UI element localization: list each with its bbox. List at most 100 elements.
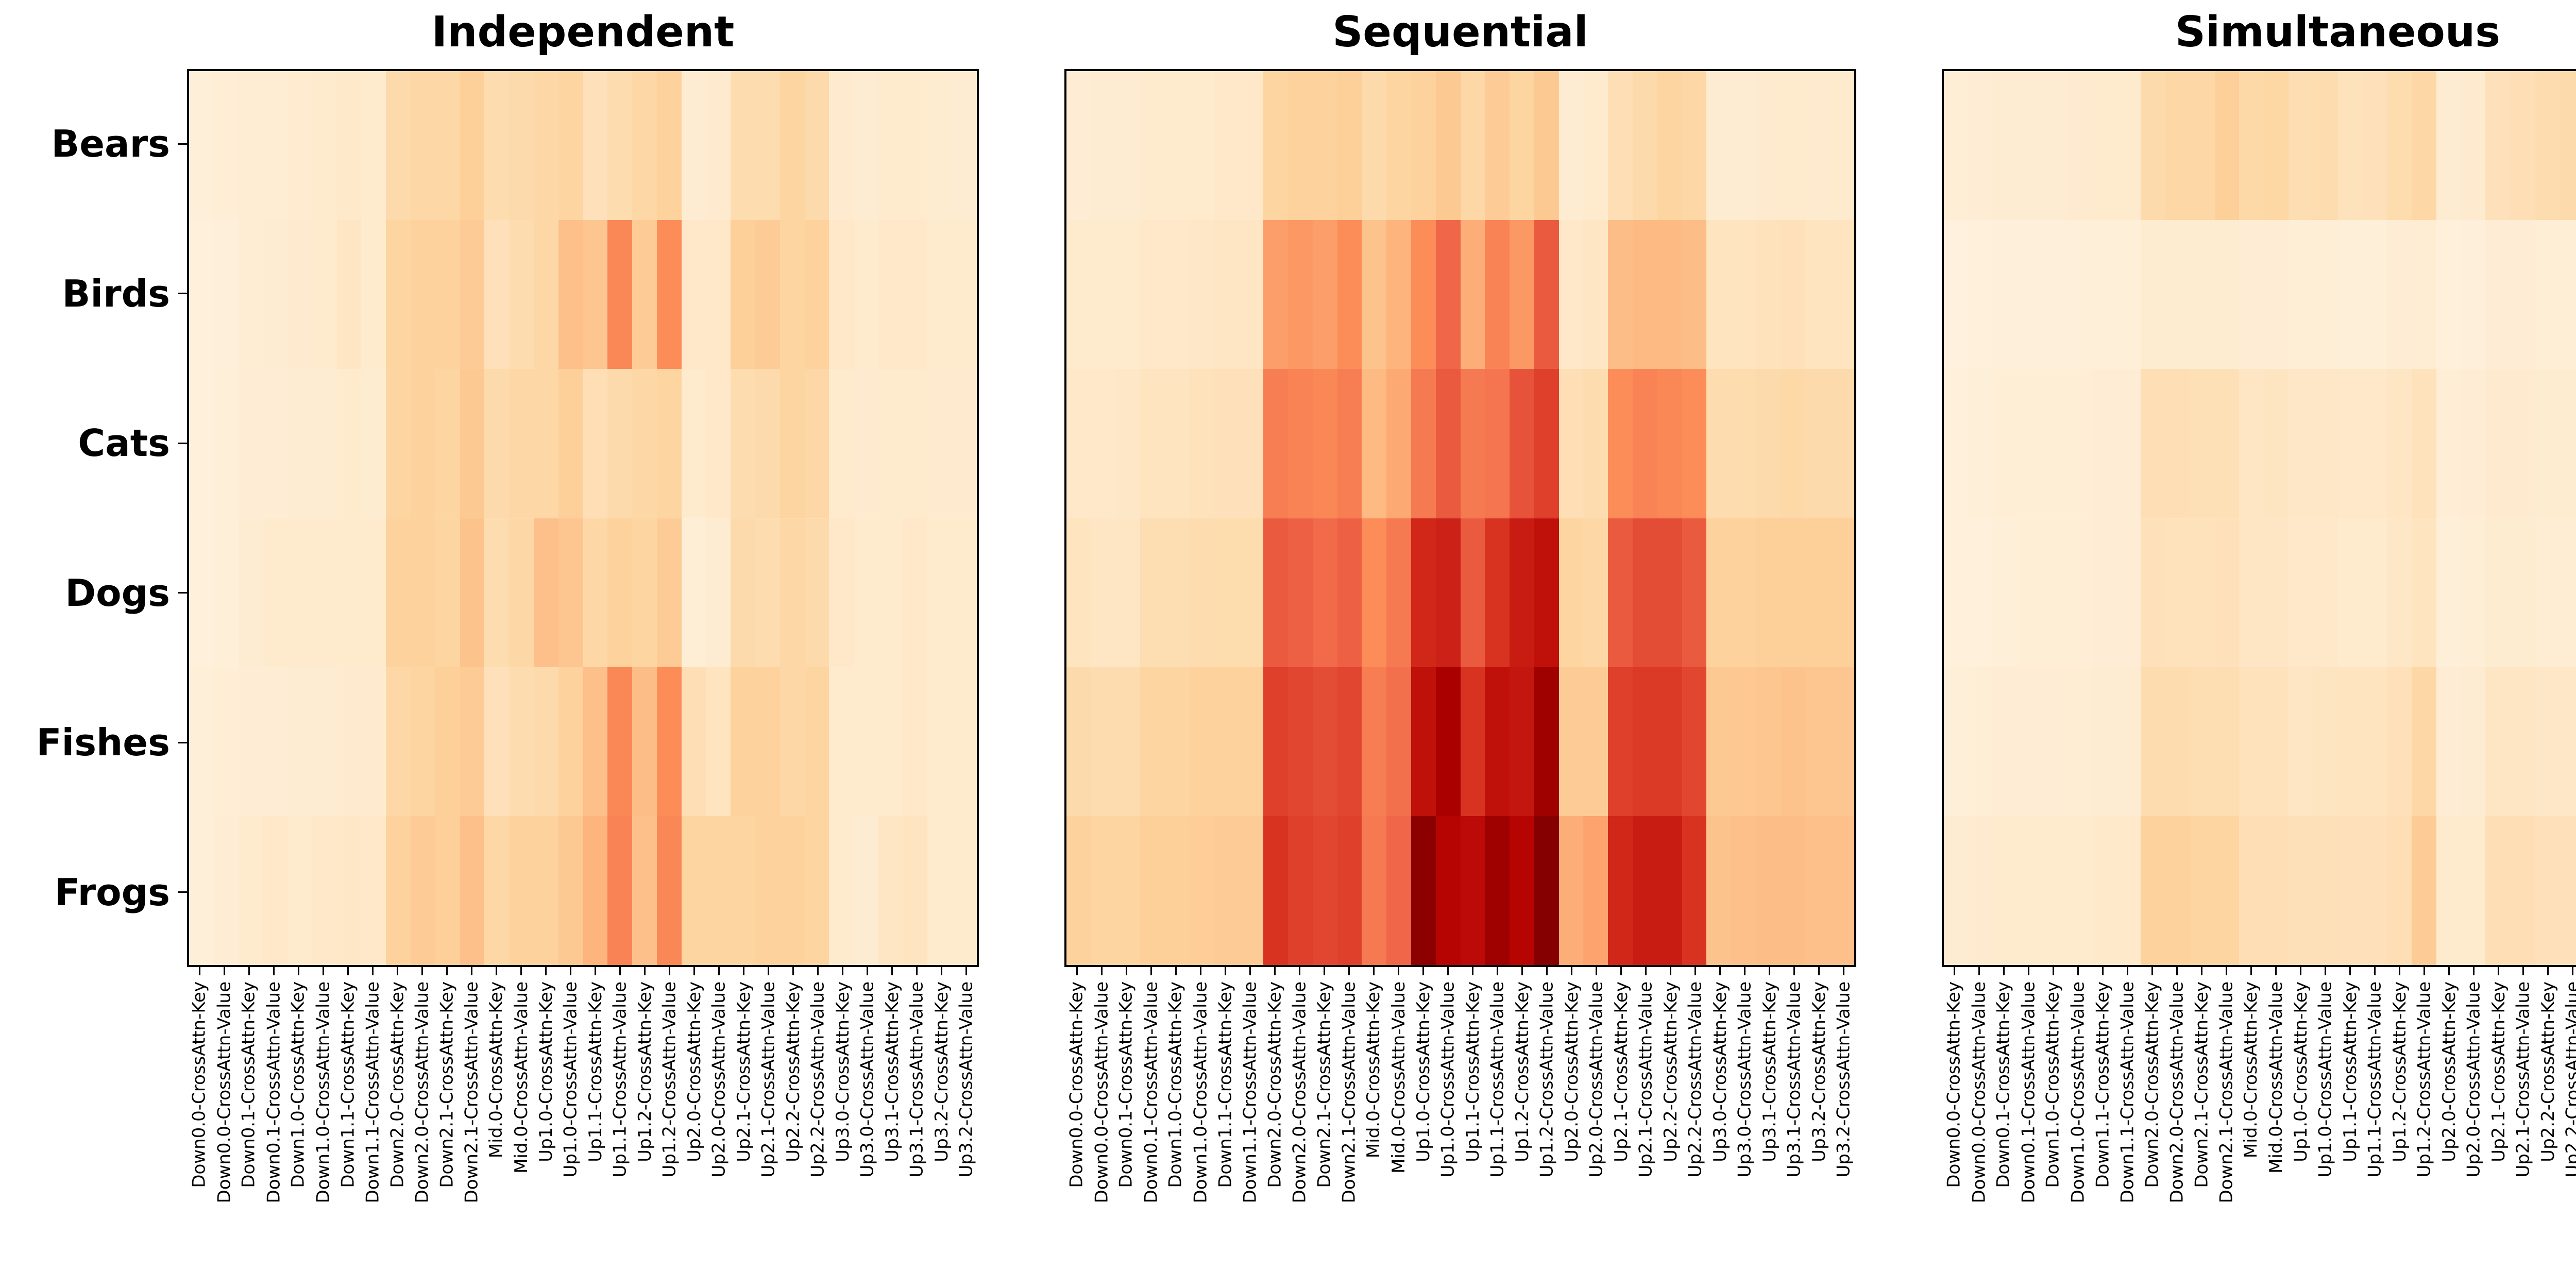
heatmap-cell	[1657, 667, 1682, 816]
heatmap-cell	[386, 667, 411, 816]
heatmap-cell	[2288, 667, 2313, 816]
heatmap-cell	[2018, 71, 2043, 221]
heatmap-cell	[2362, 667, 2387, 816]
heatmap-cell	[435, 816, 460, 965]
heatmap-cell	[2264, 816, 2289, 965]
x-tick-mark	[1125, 967, 1127, 975]
x-tick-label: Down2.1-CrossAttn-Value	[461, 981, 482, 1204]
heatmap-cell	[312, 518, 337, 667]
heatmap-cell	[1944, 369, 1969, 518]
x-tick-mark	[1596, 967, 1598, 975]
heatmap-cell	[854, 816, 878, 965]
heatmap-cell	[2116, 667, 2141, 816]
x-tick-label: Down2.0-CrossAttn-Key	[1264, 981, 1285, 1188]
heatmap-cell	[656, 220, 682, 369]
heatmap-cell	[755, 369, 780, 518]
heatmap-cell	[2116, 71, 2141, 221]
x-tick-mark	[916, 967, 918, 975]
y-tick-label-fishes: Fishes	[36, 721, 170, 765]
heatmap-cell	[213, 816, 239, 965]
x-tick-label: Down0.1-CrossAttn-Key	[1116, 981, 1137, 1188]
heatmap-cell	[927, 518, 953, 667]
heatmap-cell	[1755, 518, 1781, 667]
heatmap-cell	[1165, 369, 1190, 518]
x-tick-label: Up3.2-CrossAttn-Key	[1808, 981, 1829, 1162]
heatmap-cell	[2190, 71, 2215, 221]
heatmap-cell	[1337, 369, 1362, 518]
heatmap-cell	[1435, 71, 1461, 221]
x-tick-label: Up1.0-CrossAttn-Value	[560, 981, 581, 1178]
heatmap-cell	[2190, 667, 2215, 816]
x-tick-mark	[1274, 967, 1276, 975]
heatmap-cell	[1337, 816, 1362, 965]
heatmap-cell	[2485, 220, 2510, 369]
heatmap-cell	[484, 816, 510, 965]
x-tick-mark	[569, 967, 571, 975]
x-tick-mark	[1348, 967, 1350, 975]
heatmap-cell	[287, 816, 312, 965]
heatmap-cell	[2239, 667, 2264, 816]
x-tick-label: Up1.1-CrossAttn-Value	[1487, 981, 1508, 1178]
heatmap-cell	[1263, 71, 1289, 221]
x-tick-label: Up3.2-CrossAttn-Key	[931, 981, 952, 1162]
heatmap-cell	[2239, 71, 2264, 221]
x-tick-label: Down1.0-CrossAttn-Key	[288, 981, 309, 1188]
heatmap-cell	[361, 816, 386, 965]
heatmap-cell	[1968, 369, 1993, 518]
heatmap-cell	[2436, 71, 2461, 221]
heatmap-cell	[1682, 667, 1707, 816]
x-tick-label: Up2.0-CrossAttn-Key	[684, 981, 705, 1162]
heatmap-cell	[460, 369, 485, 518]
heatmap-cell	[1115, 71, 1141, 221]
heatmap-cell	[2141, 71, 2166, 221]
heatmap-cell	[1485, 369, 1510, 518]
heatmap-cell	[2559, 220, 2576, 369]
heatmap-cell	[2165, 667, 2190, 816]
x-tick-mark	[2349, 967, 2351, 975]
x-tick-label: Down2.0-CrossAttn-Key	[387, 981, 408, 1188]
heatmap-cell	[386, 369, 411, 518]
x-tick-label: Down1.0-CrossAttn-Key	[1165, 981, 1187, 1188]
heatmap-cell	[435, 667, 460, 816]
x-tick-label: Up3.0-CrossAttn-Value	[857, 981, 878, 1178]
heatmap-cell	[558, 71, 583, 221]
heatmap-cell	[1780, 518, 1805, 667]
heatmap-cell	[878, 71, 903, 221]
heatmap-cell	[460, 71, 485, 221]
x-tick-mark	[1670, 967, 1672, 975]
heatmap-cell	[1312, 667, 1337, 816]
heatmap-cell	[435, 220, 460, 369]
heatmap-cell	[2066, 220, 2092, 369]
heatmap-cell	[2387, 518, 2412, 667]
heatmap-cell	[2165, 369, 2190, 518]
heatmap-cell	[509, 816, 534, 965]
heatmap-cell	[2411, 816, 2436, 965]
x-tick-label: Down0.0-CrossAttn-Value	[1091, 981, 1112, 1204]
x-tick-label: Mid.0-CrossAttn-Value	[1388, 981, 1409, 1174]
heatmap-cell	[1706, 816, 1732, 965]
heatmap-cell	[1091, 369, 1116, 518]
heatmap-cell	[2411, 369, 2436, 518]
x-tick-mark	[1323, 967, 1325, 975]
heatmap-cell	[2288, 518, 2313, 667]
heatmap-cell	[2066, 816, 2092, 965]
heatmap-cell	[779, 369, 805, 518]
heatmap-cell	[263, 667, 288, 816]
heatmap-cell	[1460, 71, 1485, 221]
heatmap-cell	[2018, 518, 2043, 667]
heatmap-cell	[1608, 220, 1633, 369]
x-tick-mark	[248, 967, 250, 975]
heatmap-cell	[411, 71, 435, 221]
heatmap-cell	[2534, 71, 2560, 221]
x-tick-label: Mid.0-CrossAttn-Value	[2265, 981, 2286, 1174]
x-tick-mark	[1447, 967, 1449, 975]
heatmap-cell	[2091, 220, 2116, 369]
x-tick-mark	[322, 967, 324, 975]
heatmap-cell	[2485, 518, 2510, 667]
heatmap-cell	[2288, 369, 2313, 518]
heatmap-cell	[1214, 816, 1239, 965]
x-tick-label: Down1.1-CrossAttn-Key	[1215, 981, 1236, 1188]
heatmap-cell	[903, 220, 928, 369]
heatmap-cell	[681, 71, 706, 221]
heatmap-cell	[755, 667, 780, 816]
